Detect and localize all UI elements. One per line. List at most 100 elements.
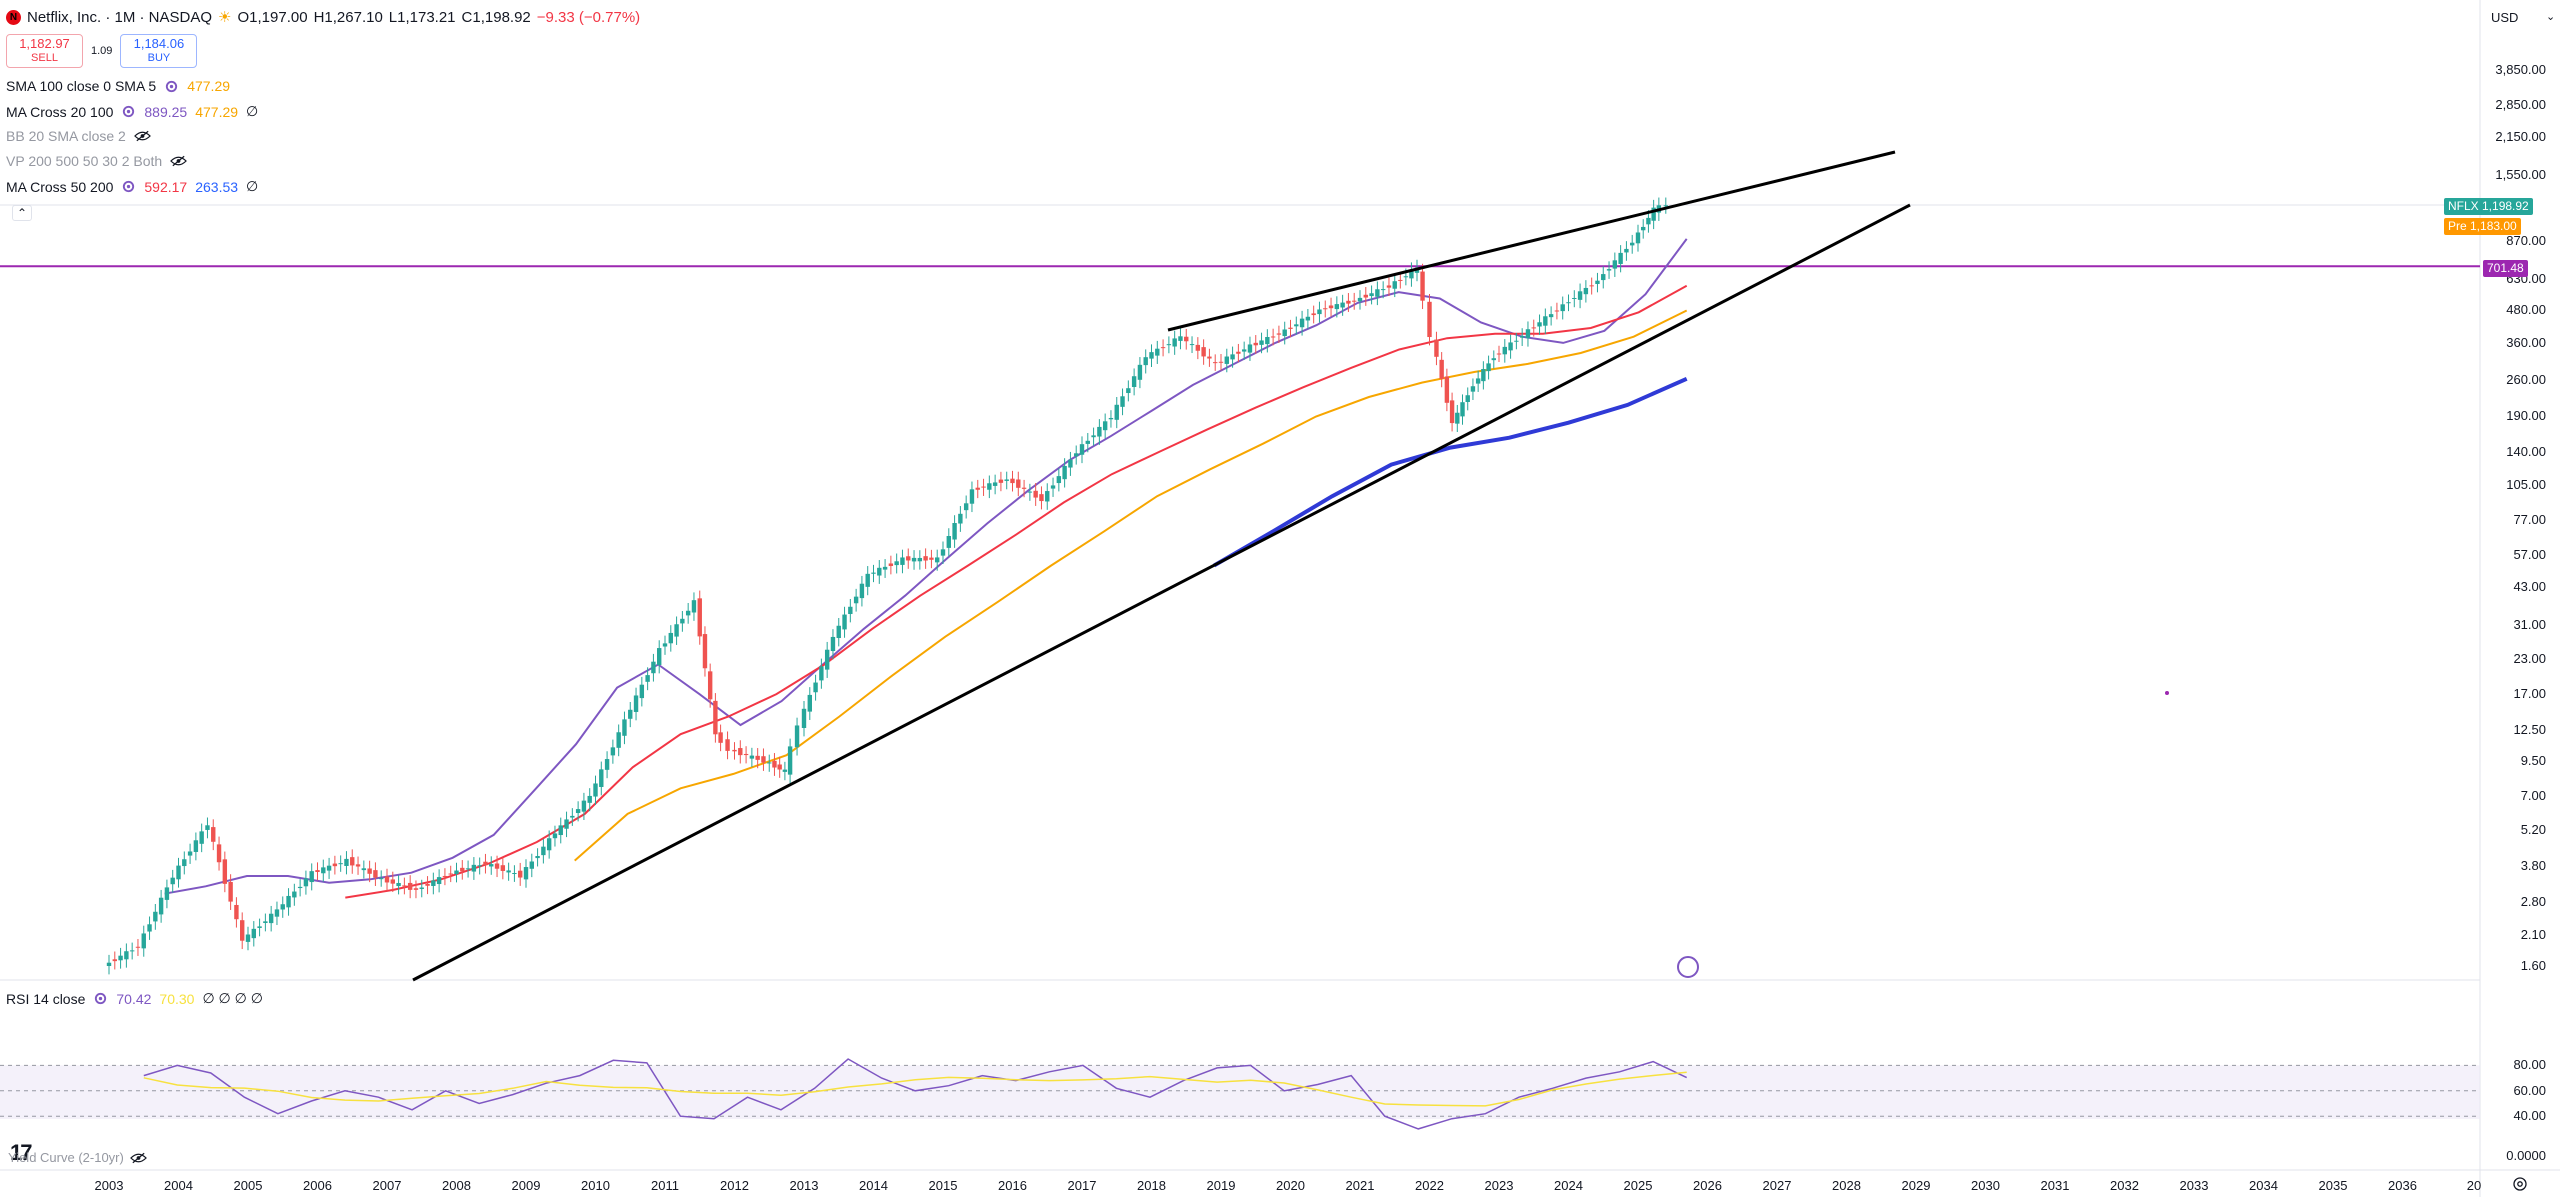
candle-body bbox=[1439, 359, 1444, 379]
candle-body bbox=[662, 643, 668, 647]
candle-body bbox=[1646, 217, 1651, 225]
tradingview-logo[interactable]: 17 bbox=[10, 1140, 33, 1165]
candle-body bbox=[900, 557, 905, 565]
candle-body bbox=[483, 861, 488, 866]
candle-body bbox=[1398, 279, 1403, 281]
sell-button[interactable]: 1,182.97 SELL bbox=[6, 34, 83, 68]
settings-gear-icon[interactable] bbox=[2512, 1176, 2528, 1192]
candle-body bbox=[674, 624, 679, 637]
symbol-title[interactable]: Netflix, Inc. · 1M · NASDAQ bbox=[27, 8, 213, 26]
candle-body bbox=[1230, 354, 1235, 360]
settings-gear-icon[interactable] bbox=[164, 79, 179, 94]
candle-body bbox=[106, 962, 112, 966]
candle-body bbox=[176, 865, 181, 880]
settings-gear-icon[interactable] bbox=[121, 104, 136, 119]
change-value: −9.33 (−0.77%) bbox=[536, 8, 641, 26]
indicator-sma100[interactable]: SMA 100 close 0 SMA 5 477.29 bbox=[6, 78, 230, 94]
candle-body bbox=[865, 573, 870, 587]
candle-body bbox=[379, 878, 384, 880]
price-tick-label: 480.00 bbox=[2506, 301, 2546, 317]
candle-body bbox=[460, 867, 465, 872]
rsi-legend[interactable]: RSI 14 close 70.42 70.30 ∅ ∅ ∅ ∅ bbox=[6, 990, 263, 1007]
rsi-extras: ∅ ∅ ∅ ∅ bbox=[202, 990, 263, 1006]
collapse-legend-button[interactable]: ⌃ bbox=[12, 205, 32, 221]
moving-average-ma-100 bbox=[574, 309, 1688, 862]
indicator-vp[interactable]: VP 200 500 50 30 2 Both bbox=[6, 153, 188, 169]
time-tick-label: 2018 bbox=[1137, 1178, 1166, 1193]
candle-body bbox=[871, 572, 876, 574]
indicator-bb[interactable]: BB 20 SMA close 2 bbox=[6, 128, 151, 144]
hidden-eye-icon[interactable] bbox=[170, 155, 188, 167]
candle-body bbox=[1514, 340, 1519, 342]
candle-body bbox=[1074, 453, 1079, 457]
yield-curve-legend[interactable]: Yield Curve (2-10yr) bbox=[8, 1150, 147, 1165]
candle-body bbox=[170, 877, 175, 885]
candle-body bbox=[407, 882, 413, 890]
candle-body bbox=[529, 861, 534, 869]
hidden-eye-icon[interactable] bbox=[133, 130, 151, 142]
candle-body bbox=[268, 913, 274, 924]
candle-body bbox=[725, 739, 730, 751]
indicator-ma-cross-20-100[interactable]: MA Cross 20 100 889.25 477.29 ∅ bbox=[6, 103, 258, 120]
candle-body bbox=[1612, 260, 1618, 269]
currency-chevron-down-icon[interactable]: ⌄ bbox=[2546, 11, 2556, 23]
candle-body bbox=[755, 755, 760, 760]
price-tick-label: 3,850.00 bbox=[2495, 62, 2546, 78]
candle-body bbox=[292, 891, 297, 898]
candle-body bbox=[1160, 347, 1166, 349]
candle-body bbox=[1651, 207, 1656, 221]
rsi-ma-line bbox=[143, 1071, 1687, 1107]
candle-body bbox=[1149, 352, 1154, 359]
settings-gear-icon[interactable] bbox=[121, 179, 136, 194]
yield-curve-name: Yield Curve (2-10yr) bbox=[8, 1150, 124, 1165]
candle-body bbox=[1201, 347, 1206, 357]
candle-body bbox=[1618, 252, 1623, 264]
candle-body bbox=[1409, 270, 1414, 279]
candle-body bbox=[321, 867, 326, 874]
candle-body bbox=[1184, 336, 1189, 342]
time-tick-label: 2031 bbox=[2040, 1178, 2070, 1193]
candle-body bbox=[1189, 344, 1195, 346]
price-tick-label: 870.00 bbox=[2506, 233, 2546, 249]
candle-body bbox=[1299, 318, 1305, 328]
candle-body bbox=[205, 825, 210, 830]
candle-body bbox=[1577, 291, 1583, 300]
currency-label[interactable]: USD bbox=[2491, 10, 2519, 25]
indicator-name: BB 20 SMA close 2 bbox=[6, 128, 126, 144]
candle-body bbox=[280, 904, 285, 910]
settings-gear-icon[interactable] bbox=[93, 991, 108, 1006]
candle-body bbox=[182, 859, 187, 867]
buy-button[interactable]: 1,184.06 BUY bbox=[120, 34, 198, 68]
candle-body bbox=[1120, 396, 1125, 407]
candle-body bbox=[118, 955, 123, 961]
candle-body bbox=[564, 819, 569, 829]
market-hours-sun-icon[interactable]: ☀ bbox=[218, 9, 232, 26]
hidden-eye-icon[interactable] bbox=[129, 1152, 147, 1164]
candle-body bbox=[616, 732, 621, 748]
rsi-tick-label: 60.00 bbox=[2513, 1082, 2546, 1098]
candle-body bbox=[1270, 336, 1276, 338]
candle-body bbox=[158, 897, 164, 915]
price-tick-label: 1,550.00 bbox=[2495, 167, 2546, 182]
candle-body bbox=[935, 557, 940, 563]
indicator-name: MA Cross 50 200 bbox=[6, 178, 114, 195]
symbol-ohlc-legend: N Netflix, Inc. · 1M · NASDAQ ☀ O 1,197.0… bbox=[6, 8, 640, 26]
time-tick-label: 2014 bbox=[859, 1178, 888, 1193]
indicator-value-2: 263.53 bbox=[195, 178, 239, 195]
high-label: H bbox=[313, 8, 325, 26]
candle-body bbox=[1606, 269, 1612, 271]
price-tick-label: 77.00 bbox=[2513, 512, 2546, 528]
time-tick-label: 2012 bbox=[720, 1178, 749, 1193]
indicator-value-1: 592.17 bbox=[144, 178, 188, 195]
price-tick-label: 23.00 bbox=[2513, 651, 2546, 667]
candle-body bbox=[442, 875, 448, 877]
candle-body bbox=[1311, 313, 1316, 316]
candle-body bbox=[842, 614, 847, 630]
candle-body bbox=[987, 483, 992, 490]
candle-body bbox=[332, 863, 338, 867]
candle-body bbox=[303, 878, 309, 887]
indicator-ma-cross-50-200[interactable]: MA Cross 50 200 592.17 263.53 ∅ bbox=[6, 178, 258, 195]
price-axis[interactable]: 3,850.00 2,850.00 2,150.00 1,550.00 870.00 63… bbox=[2480, 0, 2560, 1197]
